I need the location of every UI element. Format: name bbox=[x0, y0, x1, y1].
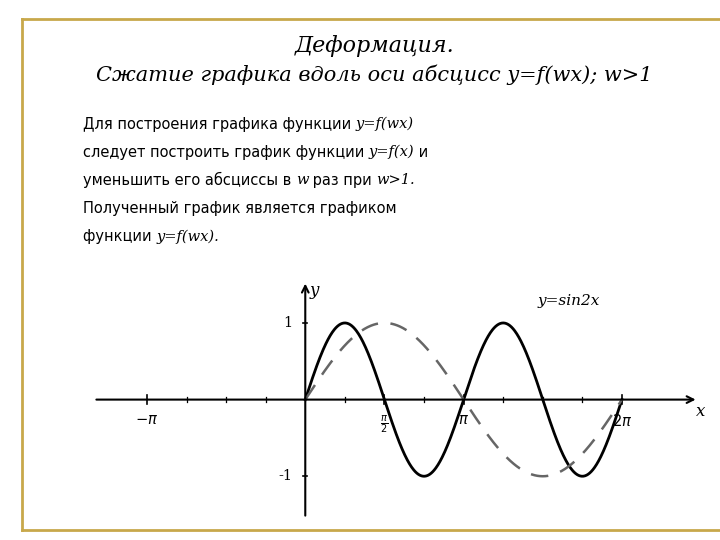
Text: x: x bbox=[696, 403, 706, 420]
Text: y=f(x): y=f(x) bbox=[369, 145, 415, 159]
Text: функции: функции bbox=[83, 229, 156, 244]
Text: w>1.: w>1. bbox=[377, 173, 415, 187]
Text: раз при: раз при bbox=[308, 173, 377, 188]
Text: y: y bbox=[310, 282, 319, 299]
Text: Сжатие графика вдоль оси абсцисс y=f(wx); w>1: Сжатие графика вдоль оси абсцисс y=f(wx)… bbox=[96, 64, 652, 85]
Text: следует построить график функции: следует построить график функции bbox=[83, 145, 369, 160]
Text: 1: 1 bbox=[284, 316, 292, 330]
Text: $-\pi$: $-\pi$ bbox=[135, 414, 158, 427]
Text: y=sin2x: y=sin2x bbox=[537, 294, 600, 308]
Text: Полученный график является графиком: Полученный график является графиком bbox=[83, 201, 397, 216]
Text: -1: -1 bbox=[279, 469, 292, 483]
Text: $2\pi$: $2\pi$ bbox=[612, 414, 632, 429]
Text: w: w bbox=[296, 173, 308, 187]
Text: Деформация.: Деформация. bbox=[294, 35, 454, 57]
Text: и: и bbox=[415, 145, 428, 160]
Text: уменьшить его абсциссы в: уменьшить его абсциссы в bbox=[83, 172, 296, 188]
Text: $\frac{\pi}{2}$: $\frac{\pi}{2}$ bbox=[380, 414, 389, 435]
Text: Для построения графика функции: Для построения графика функции bbox=[83, 117, 356, 132]
Text: $\pi$: $\pi$ bbox=[458, 414, 469, 427]
Text: y=f(wx): y=f(wx) bbox=[356, 117, 414, 131]
Text: y=f(wx).: y=f(wx). bbox=[156, 230, 219, 244]
